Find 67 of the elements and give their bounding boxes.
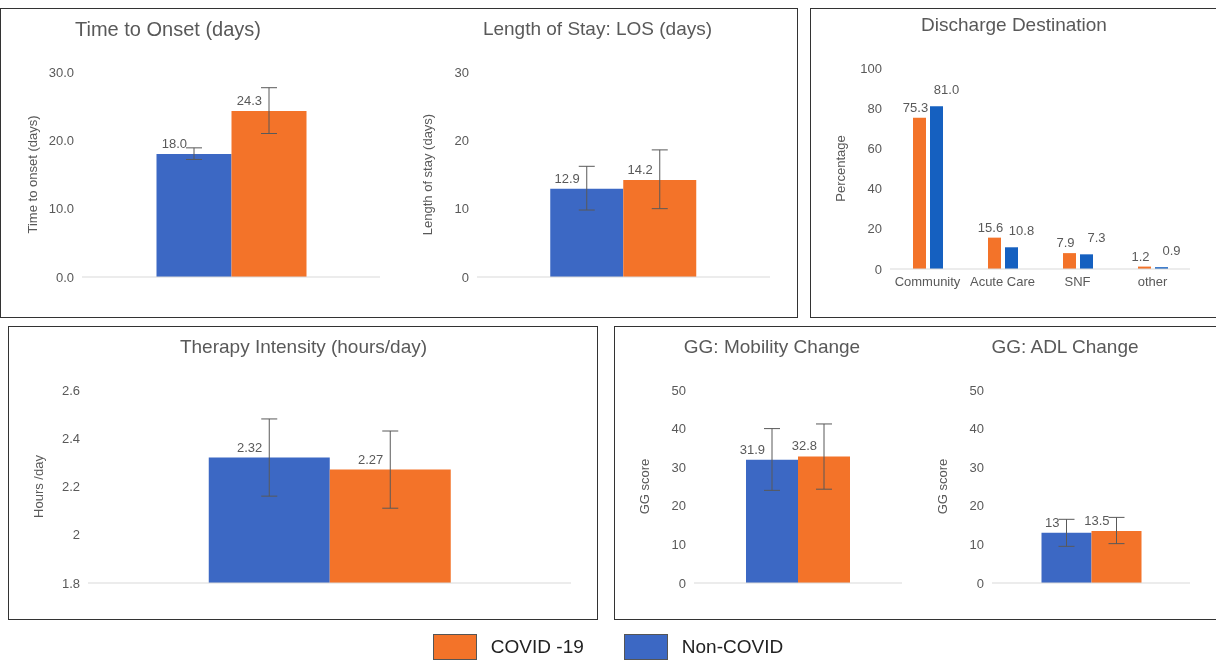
y-tick-label: 0 (874, 261, 882, 277)
data-label: 81.0 (933, 82, 960, 98)
y-tick-label: 0 (976, 575, 984, 591)
x-tick-label: Community (894, 274, 961, 290)
y-tick-label: 20 (867, 221, 882, 237)
data-label: 24.3 (236, 92, 262, 108)
y-tick-label: 20 (454, 132, 469, 148)
data-label: 7.9 (1056, 235, 1075, 251)
data-label: 1.2 (1131, 248, 1150, 264)
y-tick-label: 20 (969, 498, 984, 514)
data-label: 2.32 (236, 439, 263, 455)
y-tick-label: 10.0 (48, 201, 74, 217)
data-label: 31.9 (739, 441, 765, 457)
y-tick-label: 40 (969, 421, 984, 437)
y-axis-title: Hours /day (30, 454, 46, 518)
chart-title: GG: ADL Change (990, 336, 1140, 359)
y-tick-label: 30 (671, 459, 686, 475)
chart-title: Therapy Intensity (hours/day) (178, 336, 429, 359)
y-tick-label: 30 (969, 459, 984, 475)
data-label: 2.27 (357, 451, 384, 467)
data-label: 15.6 (977, 219, 1004, 235)
legend-label: COVID -19 (490, 636, 584, 658)
y-tick-label: 50 (969, 382, 984, 398)
y-tick-label: 30 (454, 64, 469, 80)
chart-title: Discharge Destination (920, 14, 1108, 37)
y-tick-label: 20.0 (48, 132, 74, 148)
y-tick-label: 40 (671, 421, 686, 437)
y-tick-label: 80 (867, 100, 882, 116)
x-tick-label: SNF (1064, 274, 1091, 290)
y-tick-label: 10 (671, 537, 686, 553)
data-label: 12.9 (554, 170, 580, 186)
y-tick-label: 10 (969, 537, 984, 553)
legend-label: Non-COVID (681, 636, 784, 658)
chart-title: Length of Stay: LOS (days) (481, 18, 714, 41)
data-label: 75.3 (902, 99, 929, 115)
y-tick-label: 30.0 (48, 64, 74, 80)
chart-title: GG: Mobility Change (682, 336, 862, 359)
y-tick-label: 2 (72, 527, 80, 543)
data-label: 14.2 (627, 161, 653, 177)
y-tick-label: 40 (867, 181, 882, 197)
y-axis-title: Time to onset (days) (24, 115, 40, 234)
y-tick-label: 2.6 (61, 382, 80, 398)
data-label: 32.8 (791, 438, 817, 454)
data-label: 7.3 (1087, 230, 1106, 246)
data-label: 10.8 (1008, 223, 1035, 239)
data-label: 13 (1045, 514, 1060, 530)
chart-title: Time to Onset (days) (74, 18, 262, 42)
y-tick-label: 10 (454, 201, 469, 217)
y-axis-title: Length of stay (days) (419, 113, 435, 236)
y-tick-label: 0.0 (55, 269, 74, 285)
y-axis-title: Percentage (832, 135, 848, 202)
y-axis-title: GG score (636, 458, 652, 515)
data-label: 13.5 (1084, 512, 1110, 528)
x-tick-label: Acute Care (969, 274, 1036, 290)
y-tick-label: 1.8 (61, 575, 80, 591)
y-tick-label: 0 (678, 575, 686, 591)
y-tick-label: 60 (867, 141, 882, 157)
data-label: 18.0 (161, 136, 187, 151)
y-tick-label: 2.4 (61, 430, 80, 446)
y-tick-label: 50 (671, 382, 686, 398)
y-axis-title: GG score (934, 458, 950, 515)
y-tick-label: 20 (671, 498, 686, 514)
x-tick-label: other (1137, 274, 1168, 290)
y-tick-label: 0 (461, 269, 469, 285)
y-tick-label: 2.2 (61, 479, 80, 495)
data-label: 0.9 (1162, 243, 1181, 259)
y-tick-label: 100 (860, 60, 882, 76)
